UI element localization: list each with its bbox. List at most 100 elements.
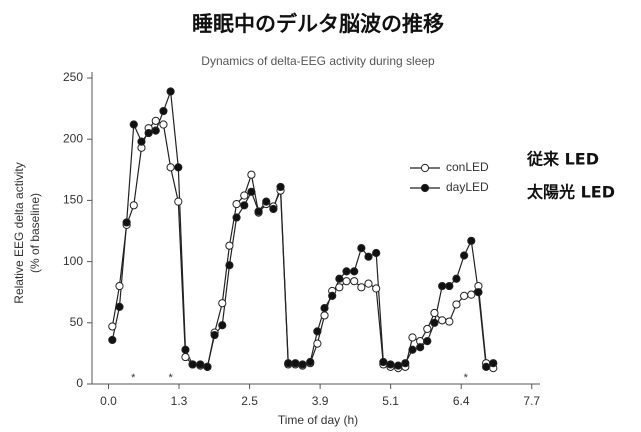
data-point xyxy=(218,321,227,330)
legend-label: dayLED xyxy=(446,180,489,194)
data-point xyxy=(232,213,241,222)
data-point xyxy=(372,248,381,258)
data-point xyxy=(438,316,447,325)
data-point xyxy=(474,288,483,297)
data-point xyxy=(159,120,168,129)
data-point xyxy=(445,317,454,326)
data-point xyxy=(320,304,329,313)
data-point xyxy=(423,337,432,346)
legend-marker xyxy=(420,163,430,173)
y-tick-label: 250 xyxy=(63,70,83,84)
data-point xyxy=(357,244,366,253)
data-point xyxy=(129,120,138,129)
data-point xyxy=(342,277,351,286)
series-line xyxy=(111,120,494,369)
data-point xyxy=(386,360,395,369)
y-tick-label: 200 xyxy=(63,131,83,145)
data-point xyxy=(115,281,124,291)
data-point xyxy=(247,170,256,179)
data-point xyxy=(188,360,197,369)
data-point xyxy=(284,359,293,368)
y-tick-label: 50 xyxy=(70,315,84,329)
data-point xyxy=(306,357,315,367)
data-point xyxy=(467,236,476,245)
data-point xyxy=(291,359,300,368)
x-tick-label: 3.9 xyxy=(312,394,329,408)
data-point xyxy=(108,322,117,331)
data-point xyxy=(394,361,403,370)
data-point xyxy=(350,267,359,276)
data-point xyxy=(298,360,307,369)
data-point xyxy=(137,137,146,146)
data-point xyxy=(320,311,329,320)
data-point xyxy=(430,318,439,327)
x-tick-label: 1.3 xyxy=(171,394,188,408)
data-point xyxy=(240,191,249,200)
side-label: 従来 LED xyxy=(526,150,599,169)
data-point xyxy=(108,335,117,345)
data-point xyxy=(430,308,439,318)
legend-marker xyxy=(420,183,430,193)
data-point xyxy=(225,241,234,250)
x-axis-label: Time of day (h) xyxy=(278,413,358,427)
data-point xyxy=(342,267,351,276)
x-tick-label: 7.7 xyxy=(523,394,540,408)
data-point xyxy=(276,182,285,192)
data-point xyxy=(129,201,138,210)
data-point xyxy=(364,279,373,288)
data-point xyxy=(122,218,131,227)
data-point xyxy=(218,299,227,308)
data-point xyxy=(151,116,160,125)
x-tick-label: 6.4 xyxy=(453,394,470,408)
data-point xyxy=(181,345,190,354)
data-point xyxy=(196,360,205,369)
data-point xyxy=(240,201,249,210)
y-tick-label: 0 xyxy=(76,376,83,390)
y-axis-label: Relative EEG delta activity xyxy=(12,162,26,303)
data-point xyxy=(408,333,417,342)
data-point xyxy=(335,274,344,283)
data-point xyxy=(357,283,366,292)
data-point xyxy=(452,274,461,283)
chart-subtitle: Dynamics of delta-EEG activity during sl… xyxy=(201,54,435,68)
data-point xyxy=(364,252,373,261)
data-point xyxy=(151,126,160,135)
data-point xyxy=(254,207,263,216)
data-point xyxy=(467,290,476,299)
significance-mark: * xyxy=(131,372,136,384)
data-point xyxy=(335,283,344,292)
significance-mark: * xyxy=(168,372,173,384)
data-point xyxy=(482,362,491,371)
data-point xyxy=(174,197,183,206)
data-point xyxy=(423,324,432,334)
data-point xyxy=(313,339,322,348)
side-label: 太陽光 LED xyxy=(526,183,615,202)
data-point xyxy=(159,106,168,116)
data-point xyxy=(225,261,234,270)
data-point xyxy=(174,163,183,172)
x-tick-label: 5.1 xyxy=(382,394,399,408)
data-point xyxy=(460,291,469,300)
data-point xyxy=(166,163,175,172)
data-point xyxy=(203,362,212,371)
data-point xyxy=(247,187,256,196)
data-point xyxy=(408,345,417,354)
data-point xyxy=(328,291,337,300)
data-point xyxy=(166,87,175,96)
data-point xyxy=(372,284,381,293)
data-point xyxy=(438,281,447,291)
data-point xyxy=(115,302,124,311)
significance-mark: * xyxy=(464,372,469,384)
data-point xyxy=(416,343,425,352)
data-point xyxy=(262,197,271,206)
data-point xyxy=(269,204,278,214)
data-point xyxy=(401,359,410,368)
x-tick-label: 0.0 xyxy=(100,394,117,408)
y-tick-label: 100 xyxy=(63,254,83,268)
data-point xyxy=(210,330,219,340)
data-point xyxy=(445,281,454,291)
data-point xyxy=(489,359,498,368)
chart-title: 睡眠中のデルタ脳波の推移 xyxy=(192,12,444,36)
data-point xyxy=(144,128,153,138)
legend-label: conLED xyxy=(446,160,489,174)
